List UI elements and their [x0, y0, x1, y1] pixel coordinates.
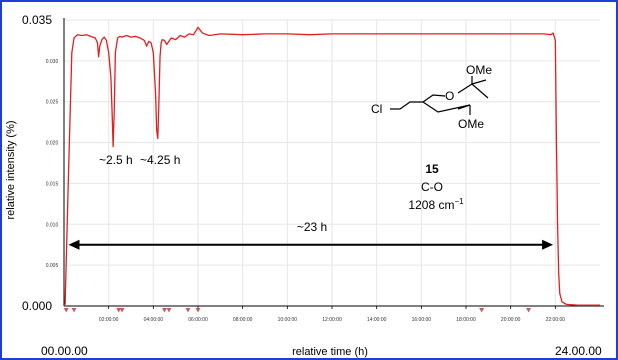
event-marker-5: [166, 308, 172, 313]
y-minor-tick-label-0: 0.005: [46, 263, 59, 269]
wavenumber-label: 1208 cm−1: [408, 197, 464, 212]
x-tick-label-0: 02:00:00: [99, 317, 119, 323]
ring-oxygen-label: O: [445, 89, 454, 103]
x-tick-label-7: 16:00:00: [412, 317, 432, 323]
dip-label-2-5h: ~2.5 h: [99, 153, 133, 167]
x-tick-label-9: 20:00:00: [501, 317, 521, 323]
x-tick-label-2: 06:00:00: [188, 317, 208, 323]
event-markers: [63, 308, 532, 313]
ring-bond-lower: [422, 101, 471, 113]
chemical-structure: Cl O OMe OMe: [371, 63, 492, 131]
event-marker-6: [185, 308, 191, 313]
ome-top-label: OMe: [466, 63, 492, 77]
event-marker-7: [195, 308, 201, 313]
x-tick-label-start: 00.00.00: [41, 344, 88, 358]
event-marker-9: [526, 308, 532, 313]
arrow-head-left: [68, 239, 80, 250]
intensity-series-line: [64, 26, 600, 306]
x-tick-label-6: 14:00:00: [367, 317, 387, 323]
x-tick-label-8: 18:00:00: [456, 317, 476, 323]
x-tick-label-10: 22:00:00: [546, 317, 566, 323]
y-ticks: 0.000 0.035 0.005 0.010 0.015 0.020 0.025 0.030: [22, 13, 58, 313]
y-minor-tick-label-4: 0.025: [46, 100, 59, 106]
x-axis-label: relative time (h): [292, 346, 368, 358]
duration-arrow: [68, 239, 554, 250]
event-marker-0: [63, 308, 69, 313]
duration-label: ~23 h: [297, 220, 327, 234]
x-ticks: 02:00:00 04:00:00 06:00:00 08:00:00 10:00:00…: [99, 306, 565, 323]
compound-number: 15: [425, 162, 439, 176]
event-marker-2: [116, 308, 122, 313]
wavenumber-exponent: −1: [454, 197, 464, 206]
event-marker-8: [479, 308, 485, 313]
ring-bond-left: [422, 94, 446, 103]
x-tick-label-end: 24.00.00: [555, 344, 602, 358]
arrow-head-right: [542, 239, 554, 250]
ring-bond-upper: [457, 83, 489, 99]
ome-bottom-label: OMe: [458, 117, 484, 131]
side-chain-bond: [390, 101, 423, 110]
event-marker-4: [162, 308, 167, 313]
structure-bonds: [390, 76, 489, 115]
methyl-bottom-bond: [457, 104, 471, 110]
bond-label: C-O: [421, 180, 443, 194]
x-tick-label-3: 08:00:00: [233, 317, 253, 323]
event-marker-1: [71, 308, 77, 313]
y-minor-tick-label-5: 0.030: [46, 59, 59, 65]
y-minor-tick-label-2: 0.015: [46, 181, 59, 187]
y-minor-tick-label-3: 0.020: [46, 141, 59, 147]
chlorine-label: Cl: [371, 102, 382, 116]
y-minor-tick-label-1: 0.010: [46, 222, 59, 228]
methyl-top-bond: [471, 79, 487, 85]
y-tick-label-1: 0.035: [22, 13, 52, 27]
x-tick-label-4: 10:00:00: [278, 317, 298, 323]
wavenumber-value: 1208 cm: [408, 198, 454, 212]
x-tick-label-1: 04:00:00: [144, 317, 164, 323]
x-tick-label-5: 12:00:00: [322, 317, 342, 323]
event-marker-3: [119, 308, 125, 313]
dip-label-4-25h: ~4.25 h: [140, 153, 180, 167]
y-tick-label-0: 0.000: [22, 299, 52, 313]
y-axis-label: relative intensity (%): [5, 120, 17, 219]
